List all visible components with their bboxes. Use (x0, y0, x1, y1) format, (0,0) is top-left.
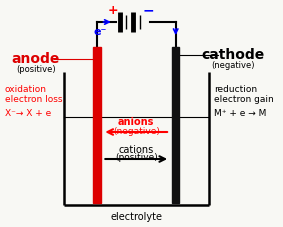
Bar (172, 47, 179, 203)
Text: e⁻: e⁻ (94, 27, 107, 37)
Text: cathode: cathode (201, 48, 265, 62)
Text: −: − (143, 3, 154, 17)
Text: (positive): (positive) (16, 64, 55, 74)
Text: reduction: reduction (214, 84, 257, 94)
Text: (negative): (negative) (113, 126, 160, 136)
Text: electrolyte: electrolyte (110, 212, 162, 222)
Text: M⁺ + e → M: M⁺ + e → M (214, 109, 267, 118)
Text: anions: anions (118, 117, 155, 127)
Text: anode: anode (12, 52, 60, 66)
Text: oxidation: oxidation (5, 84, 47, 94)
Text: (negative): (negative) (211, 62, 255, 71)
Text: cations: cations (119, 145, 154, 155)
Text: electron gain: electron gain (214, 94, 274, 104)
Text: X⁻→ X + e: X⁻→ X + e (5, 109, 51, 118)
Text: +: + (108, 3, 118, 17)
Text: electron loss: electron loss (5, 94, 62, 104)
Bar (93, 47, 100, 203)
Text: (positive): (positive) (115, 153, 158, 163)
